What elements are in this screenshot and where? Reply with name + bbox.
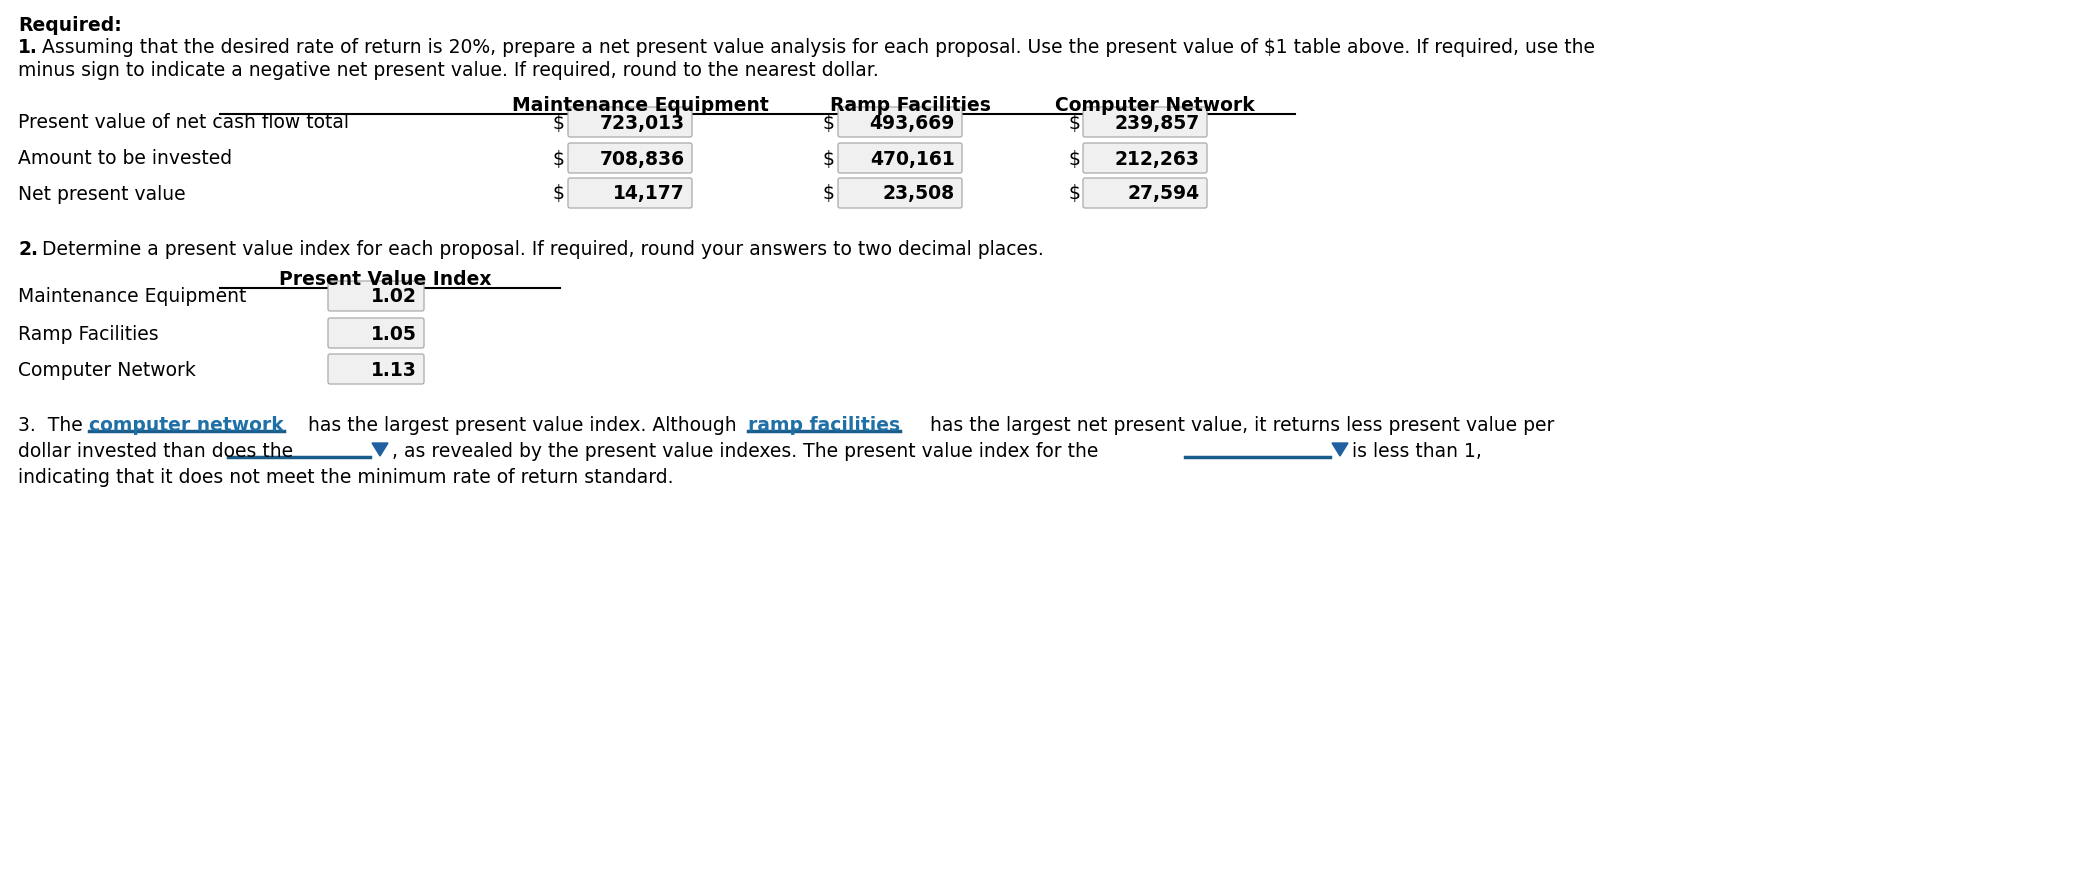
Text: $: $ — [1068, 149, 1081, 168]
Text: $: $ — [823, 149, 836, 168]
Text: Maintenance Equipment: Maintenance Equipment — [511, 96, 768, 115]
Text: 723,013: 723,013 — [599, 113, 685, 132]
Text: 1.02: 1.02 — [371, 287, 417, 306]
Text: 1.: 1. — [19, 38, 38, 57]
Text: has the largest present value index. Although: has the largest present value index. Alt… — [283, 416, 748, 434]
Text: Ramp Facilities: Ramp Facilities — [829, 96, 990, 115]
Text: , as revealed by the present value indexes. The present value index for the: , as revealed by the present value index… — [392, 441, 1099, 460]
Text: 212,263: 212,263 — [1114, 149, 1200, 168]
FancyBboxPatch shape — [329, 318, 423, 348]
Text: $: $ — [553, 184, 565, 203]
FancyBboxPatch shape — [838, 179, 961, 209]
Text: indicating that it does not meet the minimum rate of return standard.: indicating that it does not meet the min… — [19, 467, 674, 487]
Text: 23,508: 23,508 — [884, 184, 955, 203]
Text: 239,857: 239,857 — [1114, 113, 1200, 132]
Text: $: $ — [823, 113, 836, 132]
FancyBboxPatch shape — [329, 354, 423, 384]
Text: 470,161: 470,161 — [871, 149, 955, 168]
Text: 708,836: 708,836 — [599, 149, 685, 168]
Text: 14,177: 14,177 — [614, 184, 685, 203]
Text: Net present value: Net present value — [19, 184, 186, 203]
Text: Amount to be invested: Amount to be invested — [19, 149, 232, 168]
Text: $: $ — [553, 149, 565, 168]
Text: 493,669: 493,669 — [869, 113, 955, 132]
Text: $: $ — [553, 113, 565, 132]
FancyBboxPatch shape — [838, 144, 961, 174]
Text: 1.13: 1.13 — [371, 360, 417, 379]
Text: minus sign to indicate a negative net present value. If required, round to the n: minus sign to indicate a negative net pr… — [19, 61, 879, 80]
Text: is less than 1,: is less than 1, — [1353, 441, 1483, 460]
FancyBboxPatch shape — [1083, 179, 1206, 209]
Polygon shape — [1332, 444, 1349, 457]
FancyBboxPatch shape — [838, 108, 961, 138]
Text: $: $ — [823, 184, 836, 203]
Text: 3.  The: 3. The — [19, 416, 88, 434]
FancyBboxPatch shape — [1083, 144, 1206, 174]
Text: computer network: computer network — [88, 416, 283, 434]
Text: Present value of net cash flow total: Present value of net cash flow total — [19, 113, 350, 132]
Text: ramp facilities: ramp facilities — [748, 416, 900, 434]
Text: Required:: Required: — [19, 16, 121, 35]
Polygon shape — [373, 444, 387, 457]
Text: $: $ — [1068, 184, 1081, 203]
Text: Computer Network: Computer Network — [19, 360, 197, 379]
FancyBboxPatch shape — [567, 144, 691, 174]
FancyBboxPatch shape — [329, 282, 423, 311]
FancyBboxPatch shape — [1083, 108, 1206, 138]
Text: dollar invested than does the: dollar invested than does the — [19, 441, 293, 460]
Text: Assuming that the desired rate of return is 20%, prepare a net present value ana: Assuming that the desired rate of return… — [42, 38, 1596, 57]
Text: 27,594: 27,594 — [1129, 184, 1200, 203]
Text: has the largest net present value, it returns less present value per: has the largest net present value, it re… — [900, 416, 1554, 434]
Text: Present Value Index: Present Value Index — [279, 270, 492, 289]
Text: $: $ — [1068, 113, 1081, 132]
FancyBboxPatch shape — [567, 179, 691, 209]
Text: Computer Network: Computer Network — [1055, 96, 1254, 115]
Text: Maintenance Equipment: Maintenance Equipment — [19, 287, 247, 306]
Text: 2.: 2. — [19, 239, 38, 259]
FancyBboxPatch shape — [567, 108, 691, 138]
Text: Determine a present value index for each proposal. If required, round your answe: Determine a present value index for each… — [42, 239, 1043, 259]
Text: Ramp Facilities: Ramp Facilities — [19, 324, 159, 343]
Text: 1.05: 1.05 — [371, 324, 417, 343]
